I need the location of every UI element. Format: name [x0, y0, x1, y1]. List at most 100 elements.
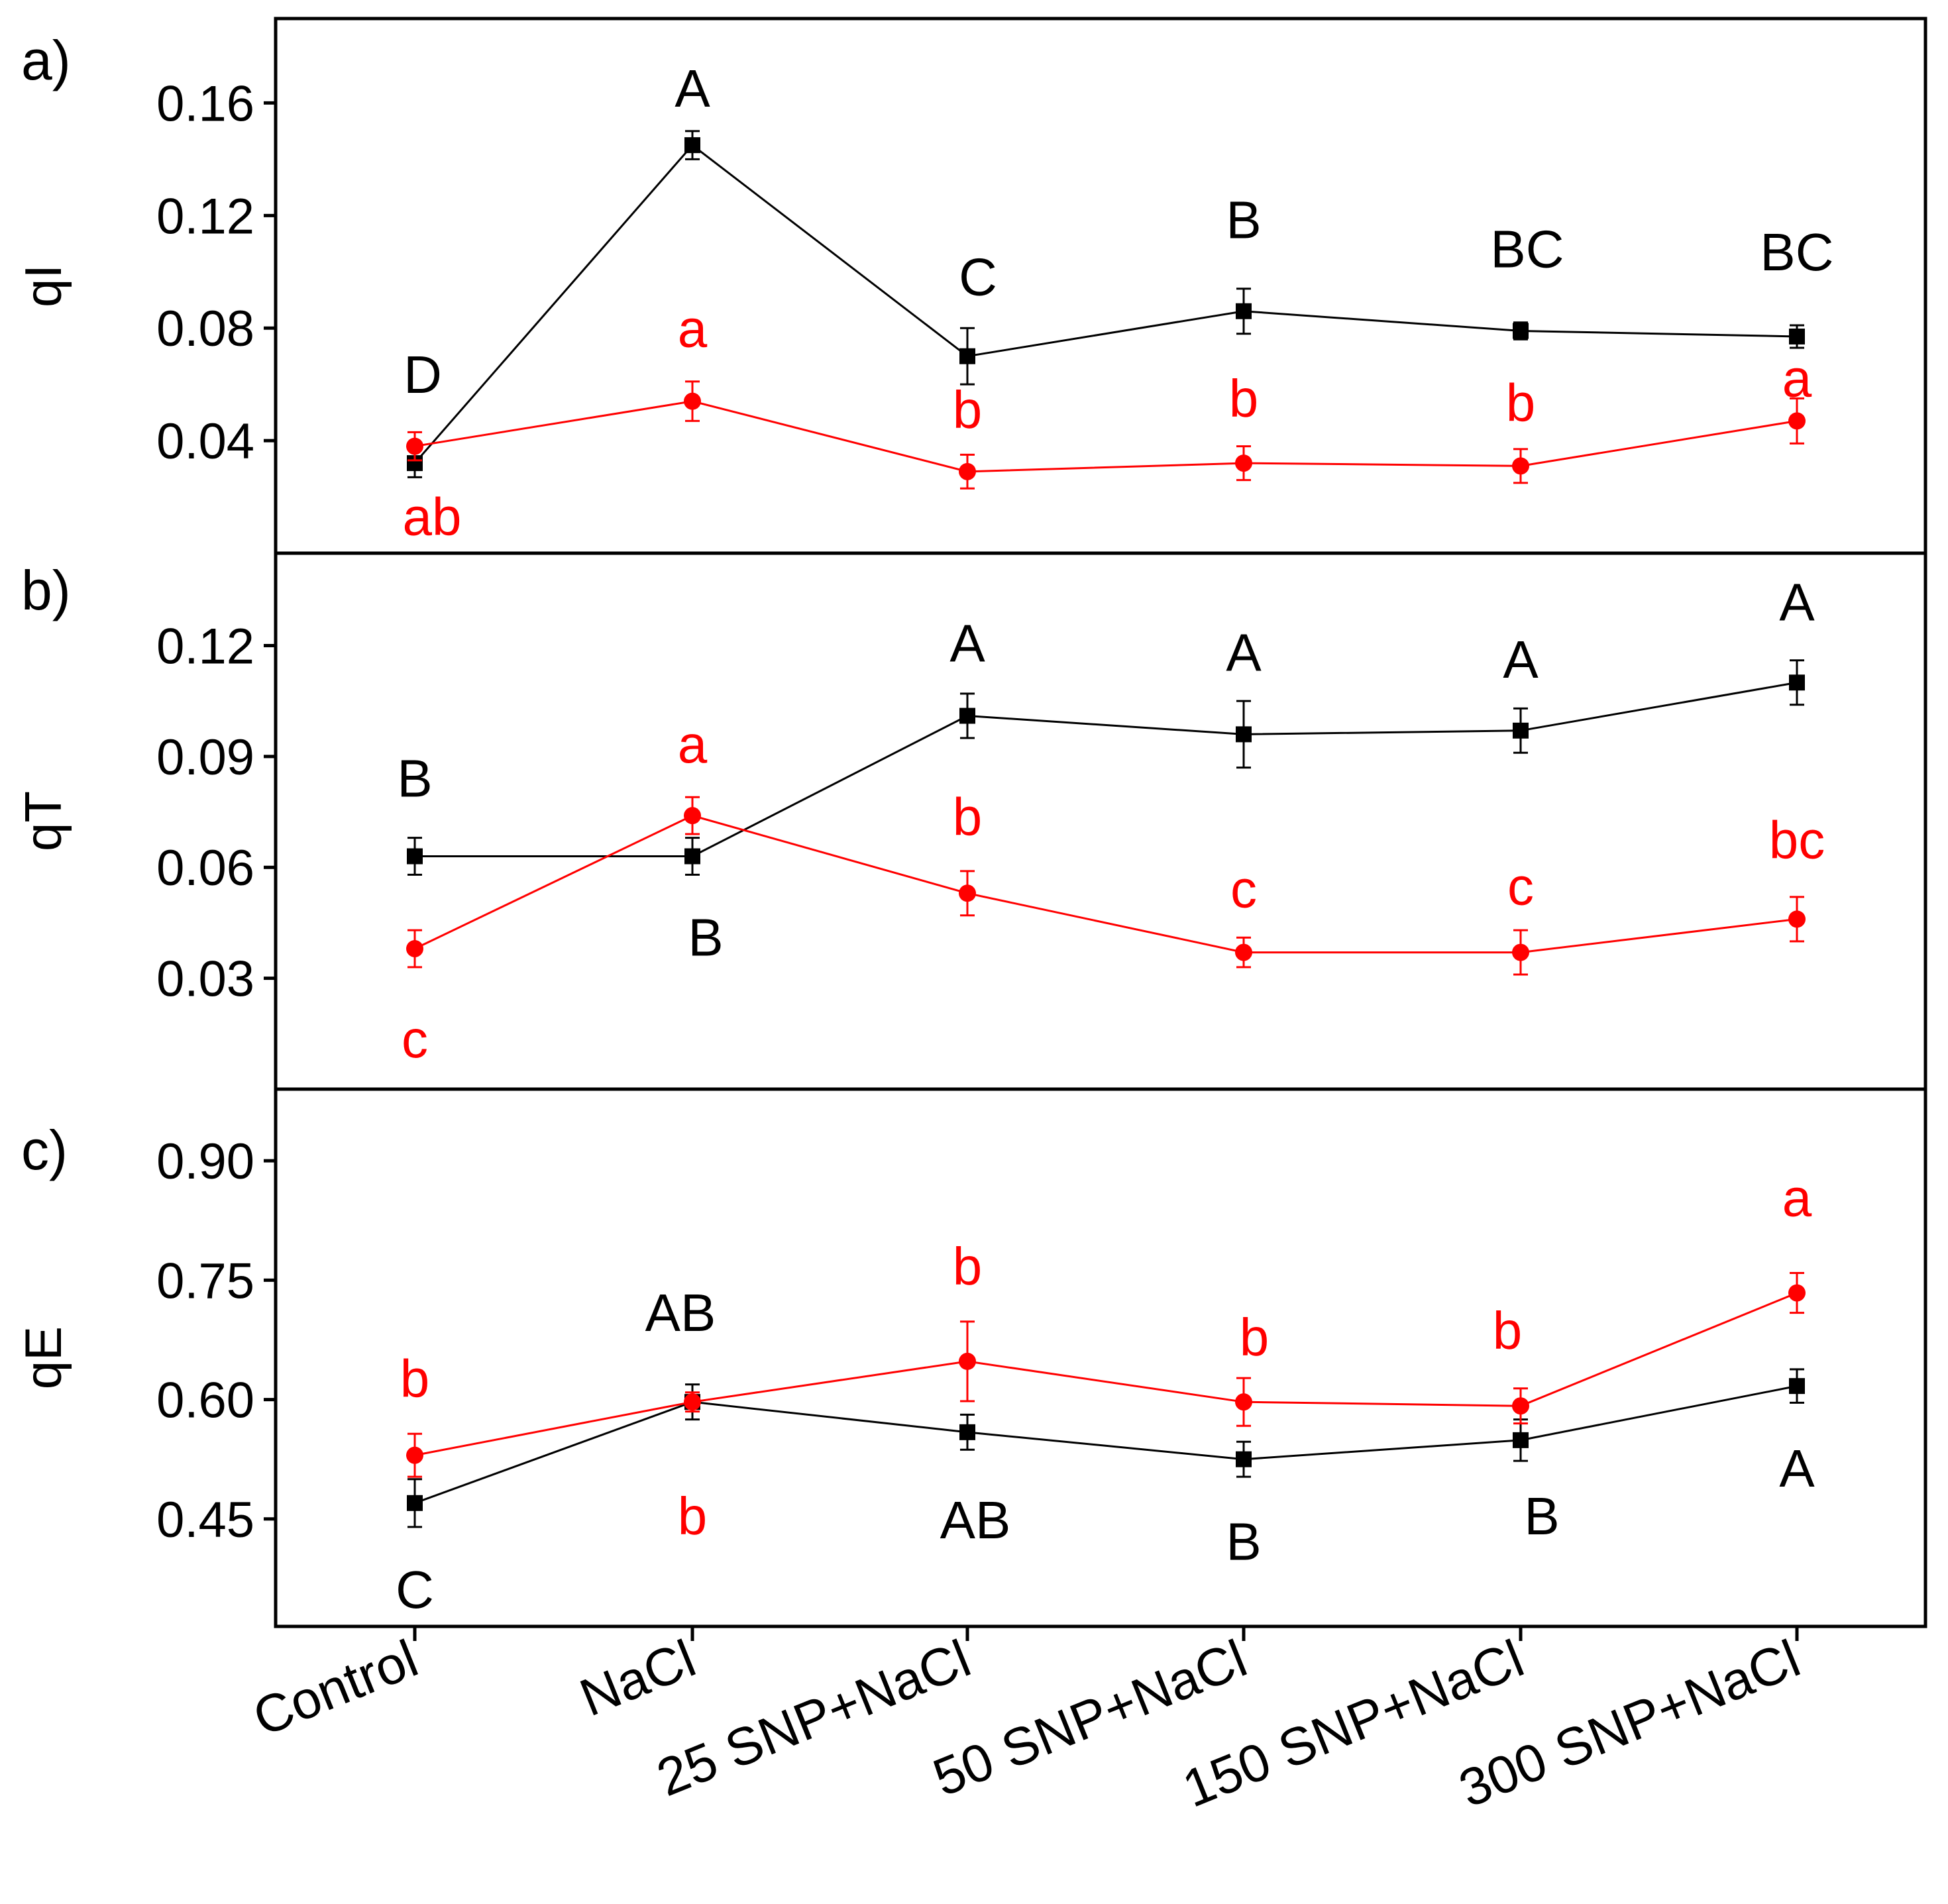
y-tick-label: 0.09	[156, 729, 254, 786]
significance-letter: AB	[645, 1283, 716, 1342]
data-point	[1788, 412, 1806, 430]
data-point	[959, 348, 975, 364]
data-point	[1512, 943, 1529, 961]
data-point	[959, 1352, 976, 1370]
significance-letter: b	[953, 787, 983, 846]
significance-letter: b	[953, 1237, 983, 1296]
significance-letter: AB	[940, 1491, 1011, 1550]
significance-letter: B	[1226, 191, 1261, 250]
significance-letter: BC	[1760, 223, 1833, 282]
series-line	[414, 400, 1798, 473]
data-point	[684, 1393, 701, 1411]
significance-letter: b	[1240, 1308, 1270, 1367]
panel-label: a)	[21, 29, 71, 91]
y-tick-label: 0.06	[156, 840, 254, 896]
significance-letter: b	[1493, 1301, 1523, 1360]
series-red: b b b b b a	[400, 1169, 1812, 1546]
data-point	[406, 939, 423, 957]
significance-letter: BC	[1490, 219, 1564, 278]
data-point	[684, 848, 700, 865]
series-black: B B A A A A	[397, 572, 1815, 967]
significance-letter: b	[678, 1487, 708, 1546]
data-point	[1235, 1393, 1252, 1411]
x-tick-label: Control	[245, 1628, 425, 1747]
data-point	[1789, 1378, 1805, 1395]
plot-frame	[274, 17, 1927, 555]
data-point	[1236, 726, 1252, 743]
data-point	[1236, 1451, 1252, 1467]
data-point	[1235, 454, 1252, 472]
data-point	[959, 708, 975, 724]
series-black: D A C B BC BC	[404, 59, 1834, 478]
significance-letter: A	[1779, 572, 1815, 631]
significance-letter: A	[1503, 630, 1539, 689]
data-point	[1236, 303, 1252, 319]
significance-letter: c	[1507, 857, 1534, 916]
panel-c: c) qE 0.45 0.60 0.75 0.90 C AB AB B B Ab b b b b a Contro…	[14, 1087, 1927, 1819]
data-point	[1513, 323, 1529, 339]
series-line	[413, 144, 1798, 464]
series-line	[415, 681, 1798, 858]
significance-letter: B	[688, 908, 723, 967]
y-tick-label: 0.12	[156, 188, 254, 244]
data-point	[406, 437, 423, 455]
significance-letter: B	[1524, 1487, 1559, 1546]
y-axis-label: qI	[14, 264, 72, 307]
y-tick-label: 0.60	[156, 1373, 254, 1429]
data-point	[406, 1446, 423, 1464]
plot-frame	[274, 551, 1927, 1091]
data-point	[407, 1495, 423, 1511]
significance-letter: A	[1226, 623, 1262, 682]
data-point	[1788, 910, 1806, 928]
significance-letter: b	[1229, 369, 1259, 428]
data-point	[684, 137, 700, 154]
significance-letter: B	[1226, 1512, 1261, 1571]
data-point	[1788, 1284, 1806, 1302]
y-tick-label: 0.08	[156, 301, 254, 357]
x-tick-label: 25 SNP+NaCl	[649, 1628, 978, 1807]
data-point	[407, 848, 423, 865]
y-tick-label: 0.03	[156, 951, 254, 1008]
series-line	[414, 814, 1798, 954]
significance-letter: A	[675, 59, 710, 118]
data-point	[1789, 328, 1805, 344]
y-tick-label: 0.12	[156, 618, 254, 674]
significance-letter: bc	[1769, 810, 1825, 869]
y-tick-label: 0.16	[156, 76, 254, 132]
data-point	[1513, 1432, 1529, 1448]
y-tick-label: 0.45	[156, 1492, 254, 1548]
data-point	[1789, 674, 1805, 691]
significance-letter: b	[1506, 373, 1536, 432]
series-line	[414, 1385, 1798, 1505]
data-point	[959, 462, 976, 480]
panel-label: b)	[21, 559, 71, 621]
significance-letter: a	[1782, 1169, 1812, 1228]
significance-letter: c	[1230, 860, 1257, 919]
data-point	[1235, 943, 1252, 961]
data-point	[1512, 457, 1529, 475]
data-point	[959, 884, 976, 902]
plot-frame	[274, 1087, 1927, 1628]
y-tick-label: 0.75	[156, 1253, 254, 1309]
data-point	[684, 392, 701, 410]
data-point	[959, 1424, 975, 1440]
y-tick-label: 0.90	[156, 1134, 254, 1190]
significance-letter: B	[397, 749, 432, 808]
significance-letter: b	[400, 1349, 430, 1408]
significance-letter: c	[402, 1010, 428, 1069]
data-point	[1512, 1397, 1529, 1415]
x-tick-label: NaCl	[572, 1628, 703, 1727]
significance-letter: A	[949, 613, 985, 672]
significance-letter: C	[396, 1560, 434, 1619]
series-black: C AB AB B B A	[396, 1283, 1815, 1619]
significance-letter: D	[404, 345, 442, 404]
data-point	[684, 807, 701, 825]
significance-letter: a	[1782, 348, 1812, 407]
significance-letter: A	[1779, 1439, 1815, 1498]
significance-letter: b	[953, 380, 983, 439]
